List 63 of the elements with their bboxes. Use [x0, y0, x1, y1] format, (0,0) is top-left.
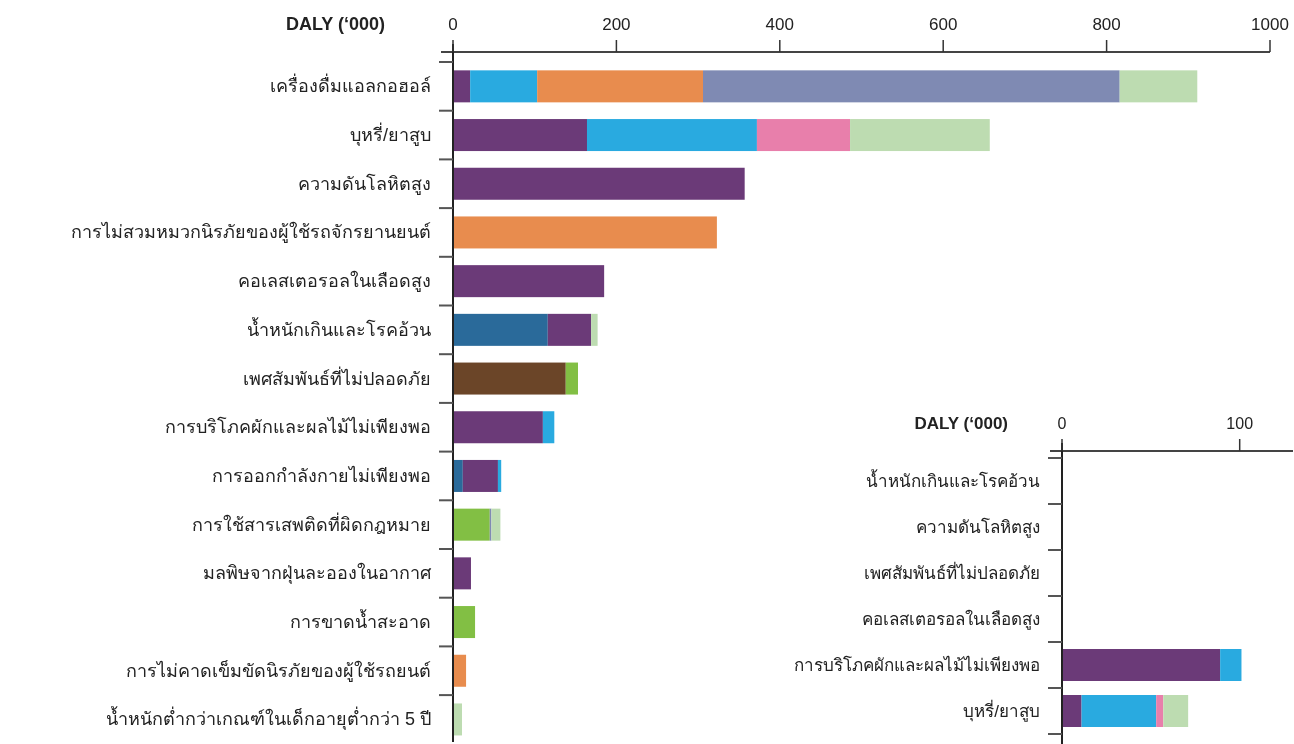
bar [491, 508, 501, 541]
bar [453, 411, 543, 444]
bar [1119, 70, 1198, 103]
x-axis-title: DALY (‘000) [285, 14, 385, 34]
y-tick-label: น้ำหนักต่ำกว่าเกณฑ์ในเด็กอายุต่ำกว่า 5 ปี [105, 706, 431, 731]
bar [453, 265, 605, 298]
y-tick-label: การไม่สวมหมวกนิรภัยของผู้ใช้รถจักรยานยนต์ [71, 221, 431, 244]
bar [453, 654, 467, 687]
bar [547, 313, 592, 346]
x-tick-label: 0 [1057, 415, 1067, 432]
y-tick-label: เพศสัมพันธ์ที่ไม่ปลอดภัย [864, 561, 1040, 583]
y-tick-label: การบริโภคผักและผลไม้ไม่เพียงพอ [165, 416, 431, 438]
y-tick-label: บุหรี่/ยาสูบ [349, 122, 431, 147]
bar [453, 216, 717, 249]
bar [453, 508, 490, 541]
bar [591, 313, 598, 346]
y-tick-label: การออกกำลังกายไม่เพียงพอ [212, 464, 431, 486]
bar [462, 459, 498, 492]
y-tick-label: การบริโภคผักและผลไม้ไม่เพียงพอ [794, 655, 1040, 675]
bar [453, 167, 745, 200]
x-tick-label: 0 [448, 15, 458, 34]
bar [1062, 649, 1221, 681]
x-axis-title: DALY (‘000) [914, 414, 1008, 433]
bar [453, 70, 471, 103]
bar [453, 459, 463, 492]
bar [703, 70, 1120, 103]
bar [1081, 695, 1157, 727]
bar [1062, 695, 1082, 727]
x-tick-label: 400 [765, 15, 794, 34]
y-tick-label: น้ำหนักเกินและโรคอ้วน [866, 469, 1040, 491]
x-tick-label: 600 [929, 15, 958, 34]
bar [565, 362, 578, 395]
bar [453, 313, 548, 346]
bar [453, 606, 476, 639]
x-tick-label: 100 [1226, 415, 1254, 432]
y-tick-label: คอเลสเตอรอลในเลือดสูง [862, 609, 1040, 630]
bar [586, 119, 757, 152]
bar [756, 119, 851, 152]
y-tick-label: มลพิษจากฝุ่นละอองในอากาศ [203, 562, 432, 585]
y-tick-label: เพศสัมพันธ์ที่ไม่ปลอดภัย [243, 365, 431, 389]
y-tick-label: ความดันโลหิตสูง [916, 517, 1040, 538]
x-tick-label: 1000 [1251, 15, 1289, 34]
bar [1156, 695, 1164, 727]
bar [537, 70, 703, 103]
bar [1220, 649, 1242, 681]
y-tick-label: การขาดน้ำสะอาด [290, 609, 431, 633]
y-tick-label: การไม่คาดเข็มขัดนิรภัยของผู้ใช้รถยนต์ [126, 658, 431, 682]
y-tick-label: บุหรี่/ยาสูบ [963, 699, 1040, 722]
bar [850, 119, 990, 152]
bar [453, 362, 566, 395]
y-tick-label: การใช้สารเสพติดที่ผิดกฎหมาย [192, 511, 431, 535]
bar [453, 557, 471, 590]
y-tick-label: น้ำหนักเกินและโรคอ้วน [247, 316, 431, 340]
y-tick-label: คอเลสเตอรอลในเลือดสูง [238, 270, 431, 293]
x-tick-label: 200 [602, 15, 631, 34]
y-tick-label: ความดันโลหิตสูง [298, 172, 431, 195]
bar [497, 459, 502, 492]
bar [1163, 695, 1189, 727]
y-tick-label: เครื่องดื่มแอลกอฮอล์ [270, 73, 431, 97]
bar [470, 70, 538, 103]
bar [453, 119, 587, 152]
x-tick-label: 800 [1092, 15, 1121, 34]
bar [542, 411, 555, 444]
